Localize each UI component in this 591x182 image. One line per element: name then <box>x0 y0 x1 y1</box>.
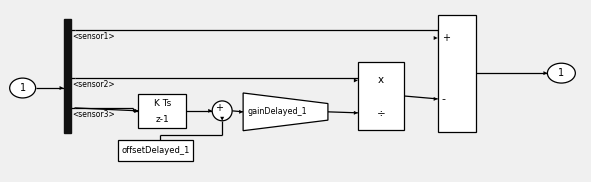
Text: z-1: z-1 <box>155 115 169 124</box>
Polygon shape <box>220 117 224 121</box>
Polygon shape <box>134 109 138 113</box>
Bar <box>118 140 193 161</box>
Ellipse shape <box>547 63 576 83</box>
Text: <sensor2>: <sensor2> <box>73 80 115 89</box>
Text: +: + <box>441 33 450 43</box>
Polygon shape <box>434 97 438 101</box>
Text: x: x <box>378 76 384 85</box>
Text: +: + <box>215 103 223 113</box>
Polygon shape <box>243 93 328 131</box>
Text: 1: 1 <box>20 83 25 93</box>
Polygon shape <box>354 78 358 82</box>
Polygon shape <box>239 110 243 114</box>
Polygon shape <box>543 71 547 75</box>
Text: ÷: ÷ <box>376 108 385 118</box>
Text: 1: 1 <box>558 68 564 78</box>
Text: gainDelayed_1: gainDelayed_1 <box>247 107 307 116</box>
Circle shape <box>212 101 232 121</box>
Polygon shape <box>434 36 438 40</box>
Bar <box>64 19 70 133</box>
Text: <sensor3>: <sensor3> <box>73 110 115 119</box>
Bar <box>438 15 476 132</box>
Bar <box>138 94 186 128</box>
Text: <sensor1>: <sensor1> <box>73 32 115 41</box>
Polygon shape <box>134 109 138 113</box>
Text: K Ts: K Ts <box>154 99 171 108</box>
Bar <box>358 62 404 130</box>
Polygon shape <box>60 86 64 90</box>
Ellipse shape <box>9 78 35 98</box>
Text: -: - <box>441 94 446 104</box>
Polygon shape <box>354 111 358 115</box>
Polygon shape <box>208 109 212 113</box>
Text: offsetDelayed_1: offsetDelayed_1 <box>122 146 190 155</box>
